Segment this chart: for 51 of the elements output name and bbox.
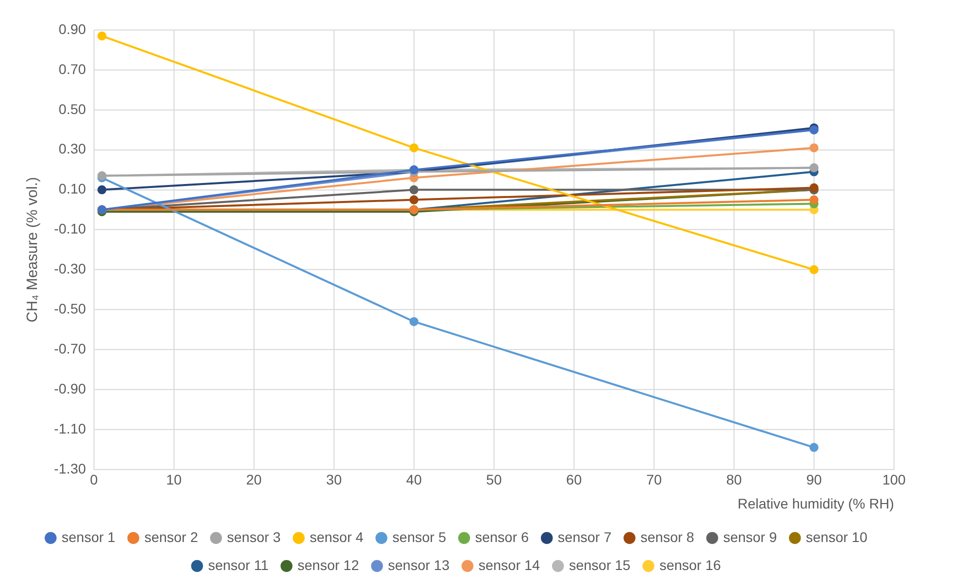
- point: [809, 143, 818, 152]
- y-tick-label: -0.70: [54, 340, 86, 356]
- y-tick-label: 0.70: [58, 60, 86, 77]
- point: [97, 185, 106, 194]
- legend-label: sensor 15: [568, 556, 631, 573]
- y-tick-label: -0.50: [54, 300, 86, 316]
- legend-label: sensor 2: [144, 528, 198, 545]
- legend-label: sensor 14: [478, 556, 540, 573]
- legend-label: sensor 7: [558, 528, 612, 545]
- point: [409, 143, 418, 152]
- legend-label: sensor 16: [659, 556, 722, 573]
- point: [409, 317, 418, 326]
- point: [809, 195, 818, 204]
- legend-label: sensor 9: [723, 528, 778, 545]
- x-tick-label: 30: [326, 472, 342, 488]
- legend-label: sensor 10: [806, 528, 868, 545]
- x-tick-label: 80: [726, 472, 742, 488]
- legend-label: sensor 3: [227, 528, 281, 545]
- legend-label: sensor 11: [208, 556, 269, 573]
- point: [97, 31, 106, 40]
- legend-label: sensor 6: [475, 528, 530, 545]
- y-tick-label: 0.50: [58, 100, 86, 117]
- legend-label: sensor 12: [298, 556, 360, 573]
- x-tick-label: 60: [566, 472, 582, 488]
- x-tick-label: 20: [246, 472, 262, 488]
- point: [409, 195, 418, 204]
- legend-label: sensor 1: [62, 528, 116, 545]
- point: [809, 265, 818, 274]
- y-tick-label: 0.30: [58, 140, 86, 157]
- legend-label: sensor 8: [640, 528, 694, 545]
- y-tick-label: -0.30: [54, 260, 86, 277]
- x-tick-label: 70: [646, 472, 662, 488]
- y-tick-label: 0.10: [58, 180, 86, 197]
- y-tick-label: -0.90: [54, 380, 86, 396]
- y-tick-label: -1.30: [54, 460, 86, 476]
- x-tick-label: 40: [406, 472, 422, 488]
- legend-label: sensor 13: [388, 556, 450, 573]
- x-tick-label: 90: [806, 472, 822, 488]
- x-tick-label: 10: [166, 472, 182, 488]
- point: [809, 442, 818, 452]
- x-tick-label: 100: [882, 472, 906, 488]
- y-tick-label: 0.90: [58, 20, 86, 37]
- y-tick-label: -1.10: [54, 420, 86, 436]
- x-tick-label: 0: [90, 472, 98, 488]
- x-axis-title: Relative humidity (% RH): [738, 495, 894, 512]
- y-axis-title: CH₄ Measure (% vol.): [24, 177, 42, 322]
- point: [409, 185, 418, 194]
- legend-label: sensor 4: [310, 528, 364, 545]
- legend-label: sensor 5: [392, 528, 446, 545]
- x-tick-label: 50: [486, 472, 502, 488]
- y-tick-label: -0.10: [54, 220, 86, 237]
